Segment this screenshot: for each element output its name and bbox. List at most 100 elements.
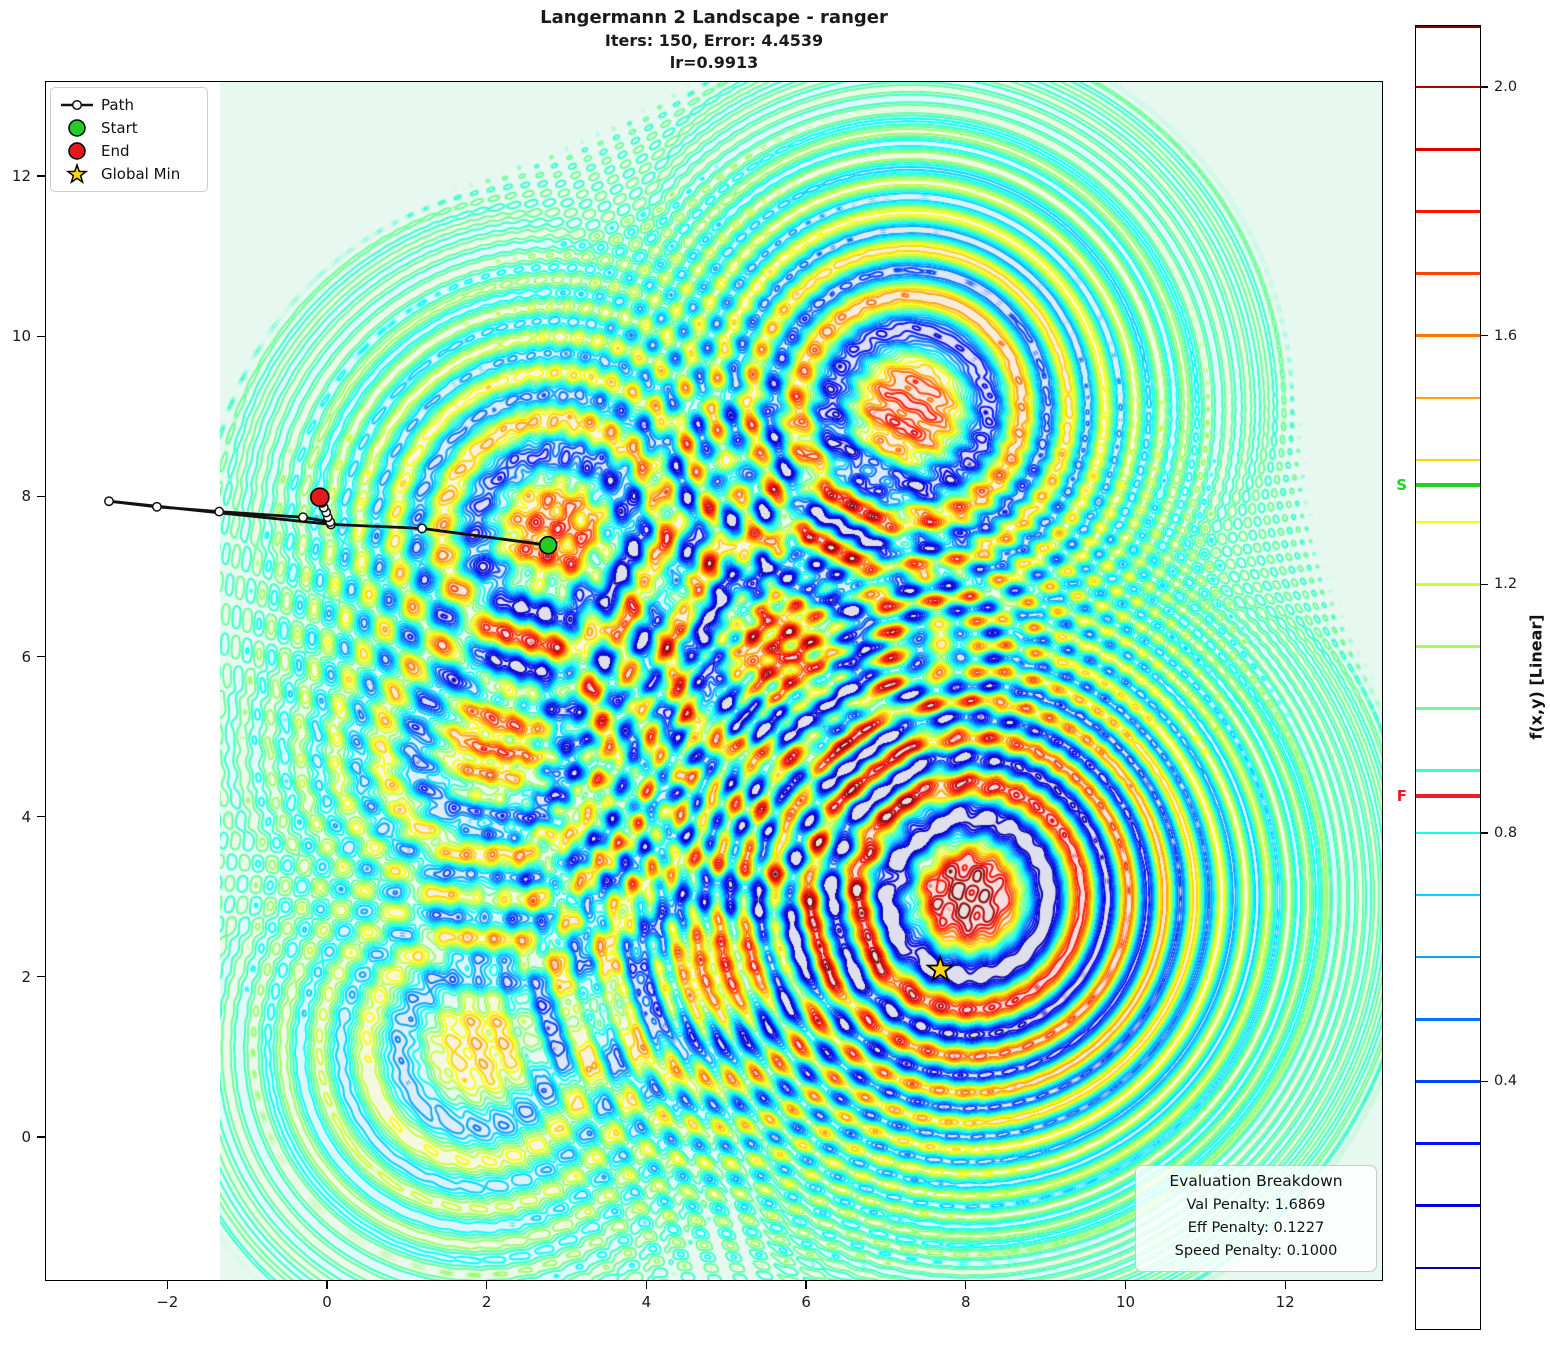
y-axis-tick-label: 10 bbox=[11, 327, 31, 346]
colorbar-tick-label: 0.4 bbox=[1494, 1073, 1518, 1090]
chart-subtitle-lr: lr=0.9913 bbox=[669, 52, 759, 72]
colorbar-level-line bbox=[1416, 1142, 1480, 1145]
colorbar-tick-label: 1.6 bbox=[1494, 327, 1518, 344]
x-axis-tick-mark bbox=[166, 1281, 168, 1289]
colorbar-level-line bbox=[1416, 831, 1480, 835]
colorbar-level-line bbox=[1416, 272, 1480, 275]
colorbar-level-line bbox=[1416, 334, 1480, 337]
evaluation-breakdown-box: Evaluation Breakdown Val Penalty: 1.6869… bbox=[1135, 1165, 1377, 1272]
colorbar-level-line bbox=[1416, 769, 1480, 772]
colorbar-level-line bbox=[1416, 1080, 1480, 1083]
colorbar-border bbox=[1415, 25, 1481, 1330]
path-step-marker bbox=[151, 501, 162, 512]
y-axis-tick-label: 4 bbox=[21, 807, 31, 826]
x-axis-tick-label: −2 bbox=[156, 1293, 179, 1311]
path-step-marker bbox=[417, 523, 427, 534]
chart-title-block: Langermann 2 Landscape - ranger Iters: 1… bbox=[45, 6, 1383, 73]
colorbar-level-line bbox=[1416, 520, 1480, 524]
colorbar-tick-mark bbox=[1481, 1080, 1488, 1083]
legend-label-path: Path bbox=[101, 95, 134, 114]
colorbar-tick-mark bbox=[1481, 86, 1488, 88]
x-axis-tick-label: 6 bbox=[801, 1293, 811, 1311]
colorbar-level-line bbox=[1416, 85, 1480, 89]
x-axis-tick-label: 10 bbox=[1115, 1293, 1136, 1311]
colorbar-level-line bbox=[1416, 396, 1480, 400]
val-penalty-text: Val Penalty: 1.6869 bbox=[1186, 1197, 1326, 1213]
colorbar-level-line bbox=[1416, 25, 1480, 29]
legend-label-start: Start bbox=[101, 118, 138, 137]
path-step-marker bbox=[214, 506, 225, 517]
global-min-star-icon bbox=[59, 162, 95, 185]
contour-plot-canvas bbox=[220, 81, 1383, 1281]
x-axis-tick-label: 8 bbox=[961, 1293, 971, 1311]
eff-penalty-text: Eff Penalty: 0.1227 bbox=[1187, 1220, 1325, 1236]
colorbar-final-value-line bbox=[1416, 793, 1480, 798]
path-step-marker bbox=[298, 512, 308, 523]
x-axis-tick-mark bbox=[805, 1281, 807, 1289]
path-step-marker bbox=[104, 496, 114, 507]
x-axis-tick-label: 0 bbox=[322, 1293, 332, 1311]
colorbar-tick-mark bbox=[1481, 583, 1488, 585]
colorbar-level-line bbox=[1416, 458, 1480, 462]
colorbar-level-line bbox=[1416, 955, 1480, 959]
x-axis-tick-mark bbox=[965, 1281, 967, 1289]
colorbar-level-line bbox=[1416, 148, 1480, 151]
speed-penalty-text: Speed Penalty: 0.1000 bbox=[1174, 1243, 1338, 1259]
chart-title: Langermann 2 Landscape - ranger bbox=[540, 7, 888, 28]
x-axis-tick-mark bbox=[1284, 1281, 1286, 1289]
colorbar-level-line bbox=[1416, 1018, 1480, 1021]
colorbar-level-line bbox=[1416, 583, 1480, 586]
y-axis-tick-mark bbox=[37, 655, 45, 658]
legend-label-end: End bbox=[101, 141, 130, 160]
x-axis-tick-mark bbox=[326, 1281, 328, 1289]
colorbar-level-line bbox=[1416, 1266, 1480, 1270]
y-axis-tick-mark bbox=[37, 495, 45, 498]
colorbar-axis-label: f(x,y) [Linear] bbox=[1526, 614, 1546, 740]
colorbar-level-line bbox=[1416, 645, 1480, 648]
y-axis-tick-mark bbox=[37, 1136, 45, 1138]
legend: Path Start End Global Min bbox=[50, 87, 208, 192]
legend-item-path: Path bbox=[59, 93, 199, 116]
colorbar-tick-label: 0.8 bbox=[1494, 824, 1518, 841]
colorbar-tick-mark bbox=[1481, 335, 1488, 337]
colorbar-tick-label: 1.2 bbox=[1494, 576, 1518, 593]
colorbar-level-line bbox=[1416, 707, 1480, 710]
legend-item-end: End bbox=[59, 139, 199, 162]
legend-item-global-min: Global Min bbox=[59, 162, 199, 185]
legend-label-global-min: Global Min bbox=[101, 164, 181, 183]
colorbar-level-line bbox=[1416, 893, 1480, 897]
colorbar-start-value-line bbox=[1416, 482, 1480, 487]
colorbar-tick-label: 2.0 bbox=[1494, 79, 1518, 96]
global-min-star-marker bbox=[925, 953, 956, 983]
evaluation-breakdown-title: Evaluation Breakdown bbox=[1169, 1172, 1343, 1190]
y-axis-tick-mark bbox=[37, 976, 45, 978]
end-point-marker bbox=[310, 487, 330, 507]
path-overlay bbox=[104, 487, 956, 983]
y-axis-tick-label: 0 bbox=[21, 1128, 31, 1146]
colorbar-level-line bbox=[1416, 210, 1480, 213]
legend-item-start: Start bbox=[59, 116, 199, 139]
colorbar-level-line bbox=[1416, 1204, 1480, 1207]
colorbar-tick-mark bbox=[1481, 832, 1488, 834]
y-axis-tick-label: 2 bbox=[21, 967, 31, 986]
path-line-icon bbox=[59, 98, 95, 112]
x-axis-tick-label: 4 bbox=[641, 1293, 652, 1311]
colorbar-start-label: S bbox=[1396, 475, 1407, 494]
x-axis-tick-mark bbox=[645, 1281, 648, 1289]
y-axis-tick-label: 12 bbox=[11, 167, 31, 186]
x-axis-tick-label: 2 bbox=[481, 1293, 492, 1311]
y-axis-tick-label: 6 bbox=[21, 647, 31, 666]
colorbar-final-label: F bbox=[1396, 786, 1407, 805]
y-axis-tick-mark bbox=[37, 335, 45, 337]
y-axis-tick-mark bbox=[37, 816, 45, 818]
y-axis-tick-mark bbox=[37, 175, 45, 177]
plot-area: Path Start End Global Min bbox=[45, 81, 1383, 1281]
start-marker-icon bbox=[59, 118, 95, 138]
start-point-marker bbox=[538, 535, 558, 555]
colorbar bbox=[1415, 25, 1481, 1330]
x-axis-tick-mark bbox=[486, 1281, 488, 1289]
x-axis-tick-label: 12 bbox=[1275, 1293, 1295, 1311]
end-marker-icon bbox=[59, 141, 95, 161]
y-axis-tick-label: 8 bbox=[21, 487, 31, 506]
